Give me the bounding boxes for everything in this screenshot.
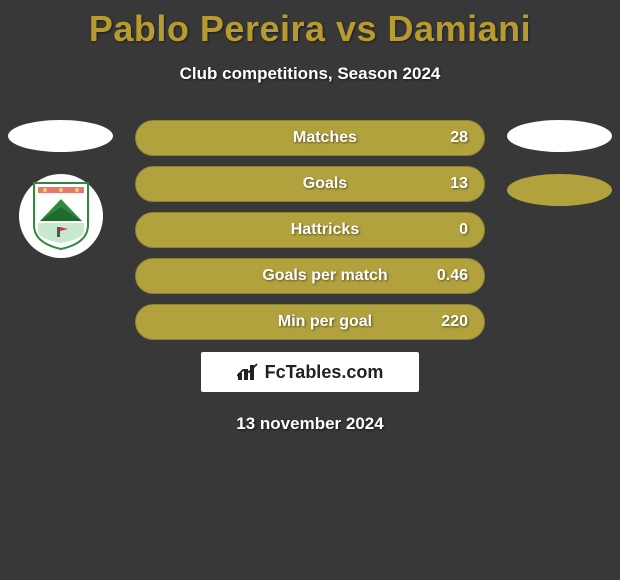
stat-label: Matches [136,129,484,147]
player-left-shadow-ellipse [8,120,113,152]
stat-row: Matches 28 [135,120,485,156]
player-right-shadow-ellipse-1 [507,120,612,152]
bar-chart-icon [237,363,259,381]
page-subtitle: Club competitions, Season 2024 [0,64,620,84]
stat-row: Goals 13 [135,166,485,202]
footer-date: 13 november 2024 [135,414,485,434]
player-left-crest [19,174,103,258]
stat-label: Min per goal [136,313,484,331]
right-player-column [507,120,612,206]
brand-text: FcTables.com [265,362,384,383]
stat-value: 28 [450,129,468,147]
stat-value: 13 [450,175,468,193]
stat-value: 220 [441,313,468,331]
brand-badge[interactable]: FcTables.com [201,352,419,392]
player-right-shadow-ellipse-2 [507,174,612,206]
left-player-column [8,120,113,258]
page-title: Pablo Pereira vs Damiani [0,0,620,50]
stat-label: Goals [136,175,484,193]
stat-value: 0.46 [437,267,468,285]
stat-label: Goals per match [136,267,484,285]
stat-row: Goals per match 0.46 [135,258,485,294]
stat-row: Hattricks 0 [135,212,485,248]
stat-value: 0 [459,221,468,239]
stat-label: Hattricks [136,221,484,239]
stat-row: Min per goal 220 [135,304,485,340]
club-crest-icon [30,181,92,251]
stats-bars: Matches 28 Goals 13 Hattricks 0 Goals pe… [135,120,485,434]
